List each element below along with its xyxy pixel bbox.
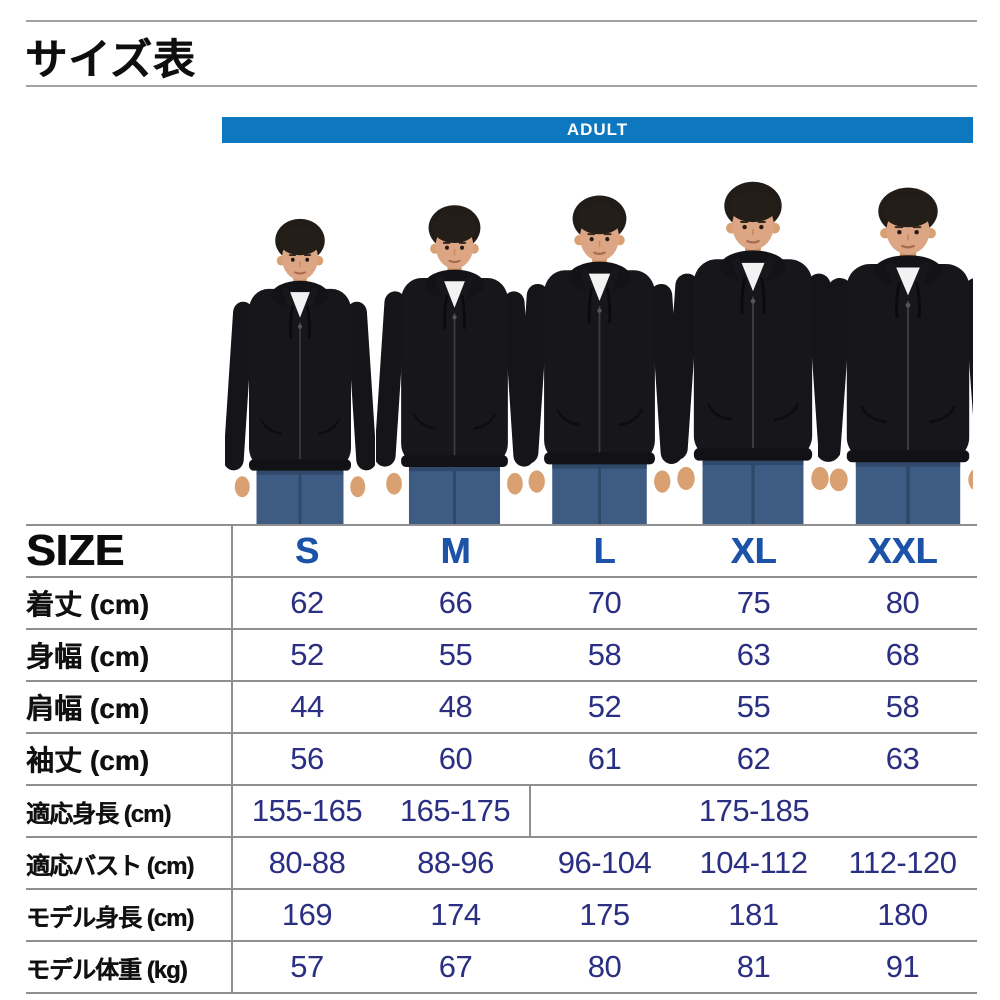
cell-value: 55 (381, 629, 530, 682)
col-header-l: L (530, 524, 679, 578)
row-label: 肩幅 (cm) (26, 681, 233, 734)
cell-value: 52 (232, 629, 381, 682)
cell-value: 96-104 (530, 837, 679, 890)
cell-value: 169 (232, 889, 381, 942)
cell-value: 58 (828, 681, 977, 734)
row-label: 適応バスト (cm) (26, 837, 233, 890)
col-header-xxl: XXL (828, 524, 977, 578)
cell-value: 62 (679, 733, 828, 786)
model-figure-xl (666, 172, 840, 524)
cell-value: 68 (828, 629, 977, 682)
cell-value: 174 (381, 889, 530, 942)
cell-value: 67 (381, 941, 530, 994)
cell-value: 81 (679, 941, 828, 994)
row-label: モデル身長 (cm) (26, 889, 233, 942)
cell-value: 80 (530, 941, 679, 994)
cell-value: 88-96 (381, 837, 530, 890)
cell-value: 55 (679, 681, 828, 734)
table-row-body-length: 着丈 (cm) 62 66 70 75 80 (26, 577, 977, 630)
cell-value: 56 (232, 733, 381, 786)
table-row-fit-bust: 適応バスト (cm) 80-88 88-96 96-104 104-112 11… (26, 837, 977, 890)
table-row-body-width: 身幅 (cm) 52 55 58 63 68 (26, 629, 977, 682)
cell-value: 57 (232, 941, 381, 994)
row-label: 袖丈 (cm) (26, 733, 233, 786)
model-figure-m (376, 196, 533, 524)
models-photo (222, 145, 973, 524)
row-label: 適応身長 (cm) (26, 785, 233, 838)
col-header-xl: XL (679, 524, 828, 578)
cell-value: 48 (381, 681, 530, 734)
table-row-model-height: モデル身長 (cm) 169 174 175 181 180 (26, 889, 977, 942)
cell-value-merged: 175-185 (530, 785, 977, 838)
cell-value: 58 (530, 629, 679, 682)
col-header-s: S (232, 524, 381, 578)
table-row-model-weight: モデル体重 (kg) 57 67 80 81 91 (26, 941, 977, 994)
row-label: 身幅 (cm) (26, 629, 233, 682)
cell-value: 80 (828, 577, 977, 630)
cell-value: 63 (679, 629, 828, 682)
cell-value: 63 (828, 733, 977, 786)
cell-value: 44 (232, 681, 381, 734)
title-divider-top (26, 20, 977, 22)
cell-value: 155-165 (232, 785, 381, 838)
cell-value: 75 (679, 577, 828, 630)
cell-value: 66 (381, 577, 530, 630)
cell-value: 80-88 (232, 837, 381, 890)
cell-value: 175 (530, 889, 679, 942)
cell-value: 52 (530, 681, 679, 734)
cell-value: 70 (530, 577, 679, 630)
title-divider-bottom (26, 85, 977, 87)
model-figure-s (225, 210, 375, 524)
adult-banner: ADULT (222, 117, 973, 143)
table-row-sleeve-length: 袖丈 (cm) 56 60 61 62 63 (26, 733, 977, 786)
table-row-fit-height: 適応身長 (cm) 155-165 165-175 175-185 (26, 785, 977, 838)
page-title: サイズ表 (25, 36, 196, 83)
table-row-shoulder-width: 肩幅 (cm) 44 48 52 55 58 (26, 681, 977, 734)
cell-value: 165-175 (381, 785, 531, 838)
cell-value: 112-120 (828, 837, 977, 890)
cell-value: 181 (679, 889, 828, 942)
cell-value: 60 (381, 733, 530, 786)
model-figure-xxl (818, 178, 973, 524)
cell-value: 180 (828, 889, 977, 942)
model-figure-l (518, 186, 681, 524)
col-header-m: M (381, 524, 530, 578)
row-label: モデル体重 (kg) (26, 941, 233, 994)
cell-value: 104-112 (679, 837, 828, 890)
cell-value: 62 (232, 577, 381, 630)
adult-banner-label: ADULT (566, 120, 629, 139)
size-table: SIZE S M L XL XXL 着丈 (cm) 62 66 70 75 80… (26, 524, 977, 994)
row-label: 着丈 (cm) (26, 577, 233, 630)
cell-value: 91 (828, 941, 977, 994)
size-header: SIZE (26, 524, 233, 578)
cell-value: 61 (530, 733, 679, 786)
table-header-row: SIZE S M L XL XXL (26, 524, 977, 578)
